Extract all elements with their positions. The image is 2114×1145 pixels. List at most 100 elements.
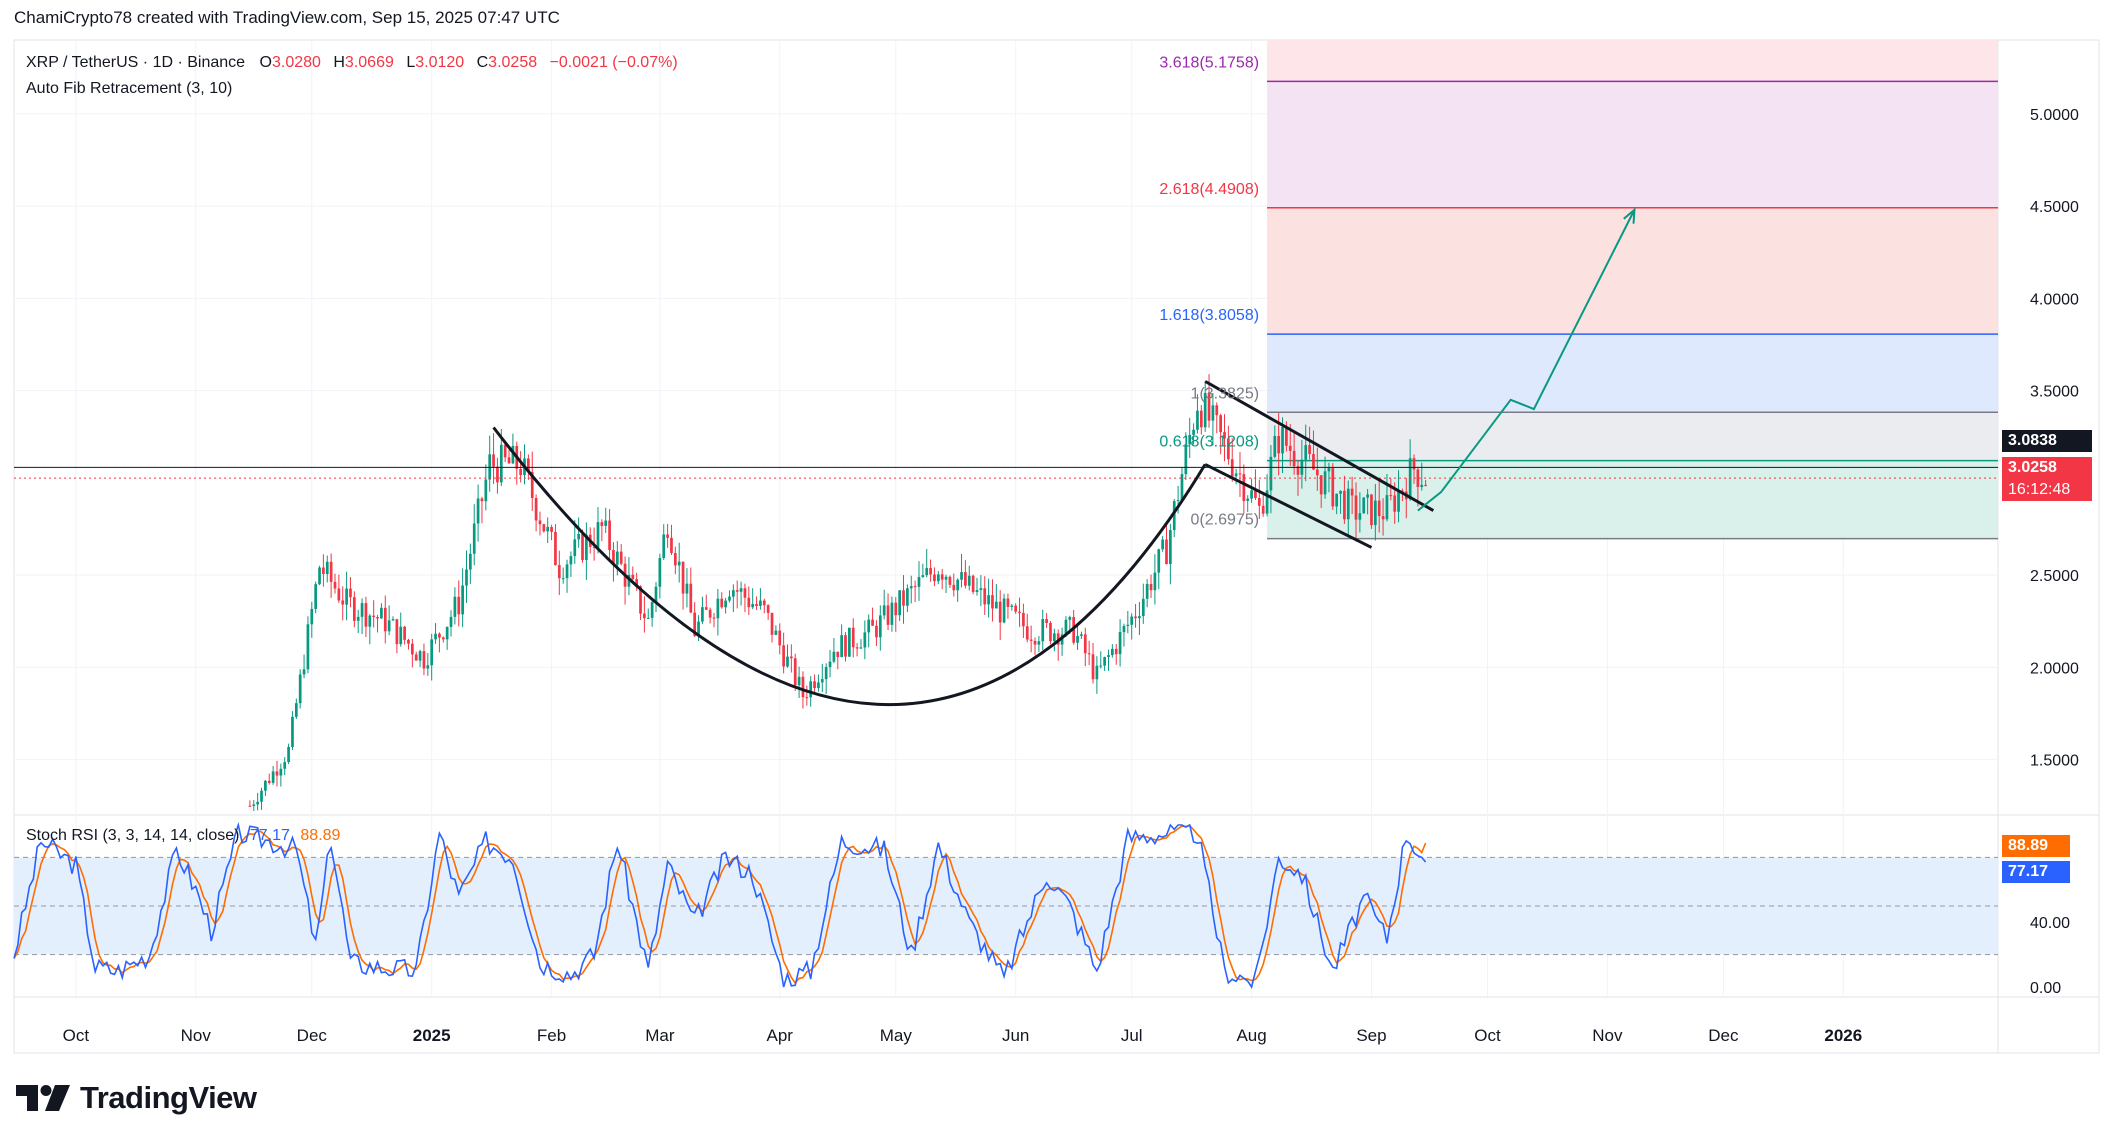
- candle-body: [569, 556, 573, 565]
- candle-body: [743, 588, 747, 598]
- candle-body: [1335, 493, 1339, 507]
- fib-zone: [1267, 81, 1998, 208]
- time-tick-label: Apr: [767, 1026, 794, 1045]
- candle-body: [1199, 410, 1203, 428]
- candle-body: [329, 561, 333, 582]
- time-tick-label: Jul: [1121, 1026, 1143, 1045]
- time-tick-label: Dec: [297, 1026, 328, 1045]
- candle-body: [283, 762, 287, 769]
- stoch-k-line: [13, 821, 1427, 989]
- candle-body: [550, 526, 553, 532]
- candle-body: [1064, 619, 1068, 635]
- stoch-k-value: 77.17: [249, 827, 290, 844]
- candle-body: [991, 595, 994, 609]
- fib-retracement-zones: [1267, 40, 1998, 540]
- candle-body: [407, 639, 410, 644]
- candle-body: [438, 633, 441, 638]
- level-price-label: 3.0838: [2002, 430, 2092, 452]
- candle-body: [716, 598, 720, 619]
- candle-body: [364, 603, 368, 627]
- candle-body: [1141, 598, 1145, 617]
- candle-body: [681, 561, 685, 594]
- candle-body: [1242, 474, 1246, 501]
- candle-body: [1373, 500, 1377, 526]
- candle-body: [878, 615, 882, 638]
- candle-body: [302, 669, 306, 675]
- candle-body: [662, 534, 666, 559]
- candle-body: [554, 531, 557, 566]
- candle-body: [1234, 473, 1238, 477]
- stoch-legend[interactable]: Stoch RSI (3, 3, 14, 14, close) 77.17 88…: [26, 827, 340, 845]
- candle-body: [1099, 665, 1103, 667]
- candle-body: [778, 630, 782, 646]
- candle-body: [1315, 469, 1319, 476]
- candle-body: [964, 572, 967, 586]
- fib-level-label: 1(3.3825): [1191, 385, 1260, 402]
- close-value: 3.0258: [488, 54, 538, 71]
- tradingview-logo-icon: [16, 1085, 70, 1111]
- tradingview-logo[interactable]: TradingView: [16, 1080, 257, 1116]
- candle-body: [422, 651, 426, 669]
- candle-body: [998, 601, 1002, 623]
- high-label: H: [333, 54, 345, 71]
- candle-body: [476, 498, 480, 524]
- candle-body: [898, 590, 901, 616]
- candle-body: [848, 627, 851, 657]
- candle-body: [1323, 471, 1327, 495]
- candle-body: [766, 605, 770, 613]
- candle-body: [465, 569, 468, 586]
- candle-body: [1223, 432, 1226, 439]
- candle-body: [1273, 435, 1277, 457]
- candle-body: [275, 771, 279, 776]
- candle-body: [612, 550, 615, 565]
- candle-body: [851, 627, 855, 648]
- low-label: L: [406, 54, 416, 71]
- time-tick-label: Oct: [63, 1026, 90, 1045]
- candle-body: [530, 471, 534, 498]
- candle-body: [875, 625, 878, 638]
- stoch-k-axis-label: 77.17: [2002, 861, 2070, 883]
- candle-body: [886, 605, 890, 625]
- indicator-legend[interactable]: Auto Fib Retracement (3, 10): [26, 80, 233, 97]
- symbol-name: XRP / TetherUS · 1D · Binance: [26, 54, 246, 71]
- candle-body: [894, 602, 898, 616]
- candle-body: [449, 616, 453, 627]
- candle-body: [902, 590, 905, 606]
- candle-body: [1354, 495, 1358, 520]
- candle-body: [631, 574, 635, 580]
- candle-body: [639, 586, 642, 614]
- candle-body: [380, 607, 383, 619]
- candle-body: [685, 583, 689, 594]
- candle-body: [264, 780, 267, 791]
- change-value: −0.0021 (−0.07%): [549, 54, 678, 71]
- stoch-d-value: 88.89: [300, 827, 341, 844]
- fib-zone-top: [1267, 40, 1998, 82]
- candle-body: [1041, 619, 1045, 642]
- candle-body: [604, 520, 608, 526]
- candle-body: [619, 551, 623, 564]
- price-tick-label: 4.0000: [2030, 291, 2079, 308]
- candle-body: [1010, 605, 1014, 607]
- candle-body: [480, 498, 484, 502]
- candle-body: [1327, 468, 1331, 472]
- candle-body: [1308, 445, 1311, 455]
- fib-zone: [1267, 334, 1998, 413]
- candle-body: [1265, 490, 1269, 514]
- candle-body: [1358, 513, 1362, 520]
- candle-body: [809, 681, 813, 698]
- candle-body: [670, 537, 673, 553]
- candle-body: [461, 585, 464, 615]
- candle-body: [1350, 488, 1354, 496]
- candle-body: [1257, 498, 1261, 506]
- candle-body: [1227, 438, 1230, 460]
- candle-body: [1153, 572, 1157, 591]
- candle-body: [279, 768, 283, 776]
- candle-body: [1296, 466, 1300, 475]
- symbol-legend[interactable]: XRP / TetherUS · 1D · Binance O3.0280 H3…: [26, 54, 678, 72]
- candle-body: [855, 647, 859, 649]
- price-tick-label: 2.0000: [2030, 660, 2079, 677]
- candle-body: [314, 584, 318, 609]
- candle-body: [836, 651, 840, 658]
- candle-body: [906, 588, 909, 606]
